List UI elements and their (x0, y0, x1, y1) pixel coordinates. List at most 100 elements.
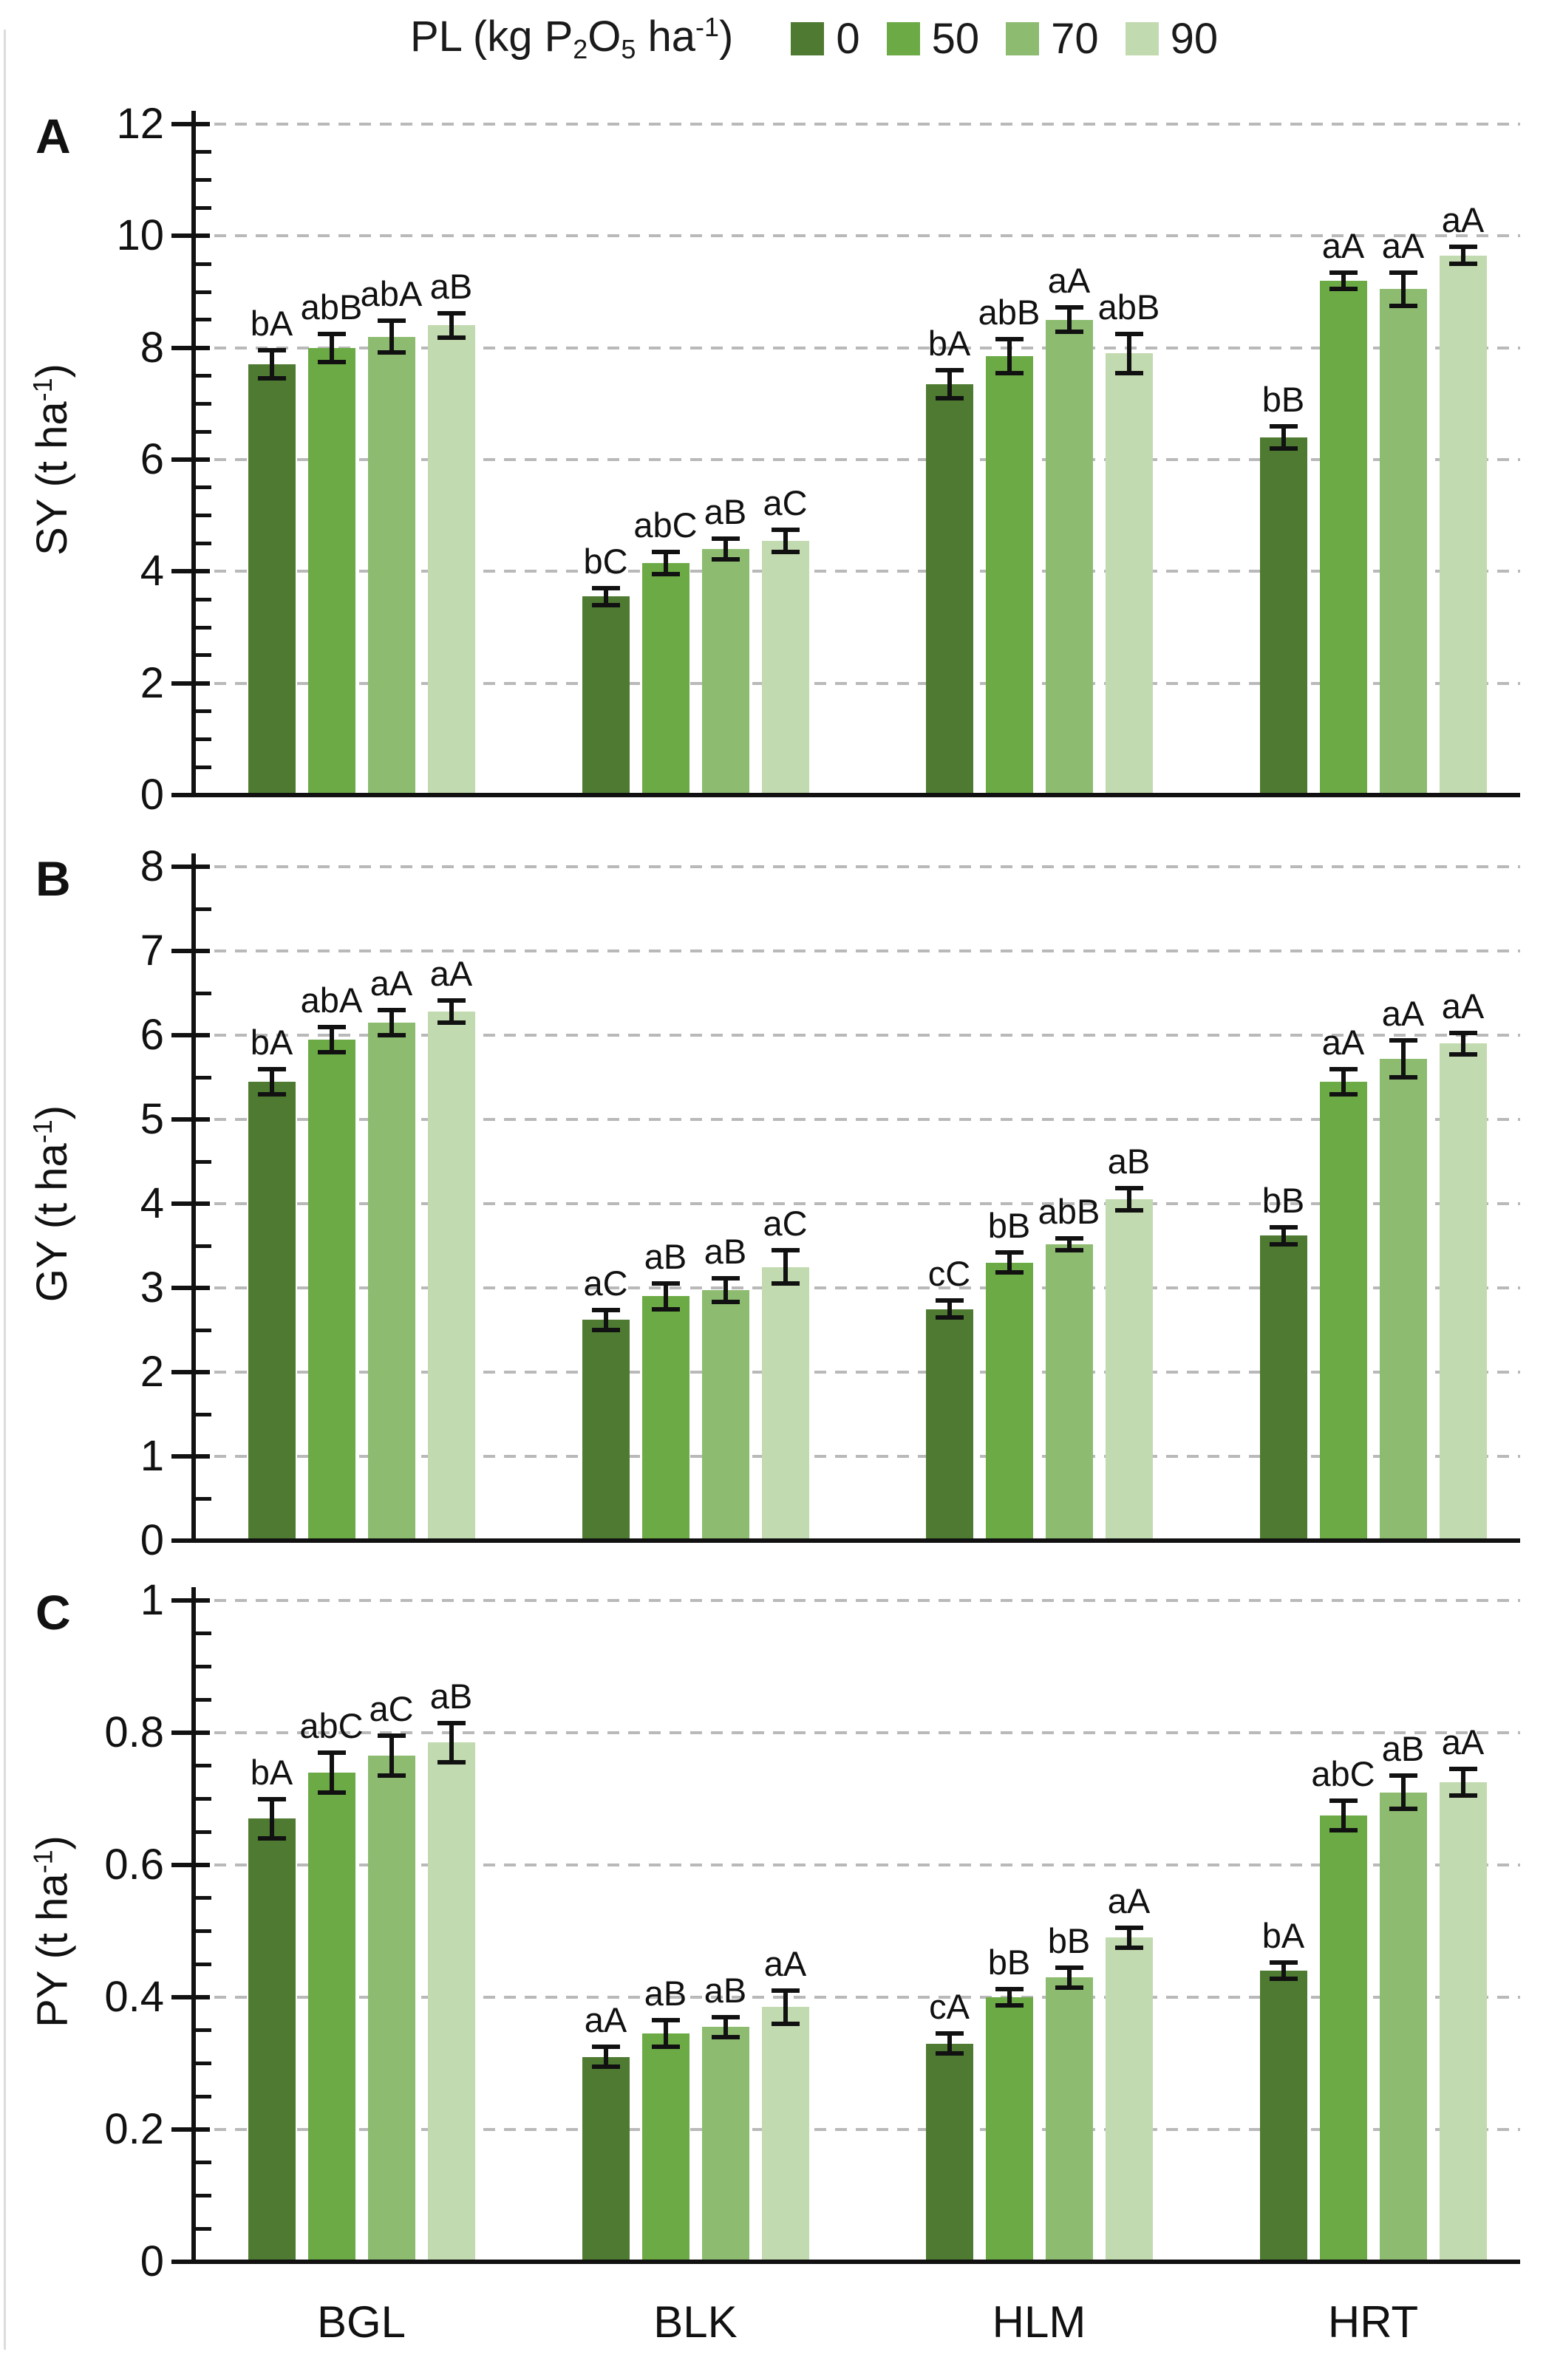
y-major-tick (171, 1863, 210, 1867)
y-minor-tick (194, 485, 211, 490)
error-bar-cap-top (1329, 270, 1358, 275)
sig-label: aB (644, 1237, 687, 1277)
y-tick-label: 4 (140, 547, 164, 596)
bar-BGL-70 (367, 1756, 415, 2262)
error-bar-cap-bottom (1114, 1208, 1143, 1213)
error-bar-cap-top (1448, 1030, 1477, 1035)
error-bar-line (1341, 1068, 1346, 1094)
error-bar-cap-top (257, 1796, 286, 1801)
error-bar-cap-bottom (935, 1315, 964, 1320)
y-major-tick (171, 345, 210, 350)
error-bar-cap-bottom (1389, 1806, 1417, 1811)
error-bar-cap-top (257, 348, 286, 353)
error-bar-line (1066, 307, 1072, 333)
bar-HLM-90 (1105, 1199, 1153, 1541)
y-minor-tick (194, 1244, 211, 1248)
error-bar-line (449, 1722, 454, 1763)
gridline (194, 1034, 1520, 1037)
x-category-label-BLK: BLK (653, 2297, 738, 2347)
y-minor-tick (194, 2194, 211, 2197)
gridline (194, 949, 1520, 952)
error-bar-cap-top (935, 367, 964, 372)
y-minor-tick (194, 206, 211, 210)
error-bar-line (449, 1000, 454, 1023)
y-minor-tick (194, 542, 211, 545)
error-bar-cap-bottom (1389, 1075, 1417, 1080)
y-tick-label: 0 (140, 2237, 164, 2285)
error-bar-cap-bottom (437, 1760, 466, 1765)
gridline (194, 1202, 1520, 1205)
y-tick-label: 2 (140, 658, 164, 707)
error-bar-cap-top (317, 1750, 346, 1755)
bar-HRT-90 (1439, 1782, 1487, 2262)
error-bar-line (1126, 1188, 1131, 1211)
y-minor-tick (194, 1962, 211, 1966)
y-axis-line (191, 1587, 196, 2262)
error-bar-line (603, 2047, 608, 2067)
y-major-tick (171, 1370, 210, 1374)
sig-label: aA (1441, 1722, 1485, 1762)
sig-label: aB (704, 1232, 747, 1272)
error-bar-line (1400, 272, 1406, 306)
y-minor-tick (194, 178, 211, 183)
error-bar-cap-top (651, 549, 680, 554)
sig-label: aC (369, 1689, 414, 1729)
error-bar-cap-bottom (591, 602, 620, 607)
error-bar-line (389, 321, 394, 352)
error-bar-cap-bottom (257, 376, 286, 381)
y-minor-tick (194, 1665, 211, 1668)
text-segment: -1 (695, 12, 720, 43)
error-bar-cap-bottom (377, 1773, 406, 1779)
sig-label: aC (583, 1263, 628, 1303)
sig-label: aA (763, 1944, 807, 1984)
error-bar-cap-top (1329, 1798, 1358, 1804)
bar-HRT-50 (1319, 1815, 1367, 2262)
bar-BLK-90 (761, 540, 809, 795)
bar-BLK-0 (582, 2056, 630, 2262)
sig-label: cA (929, 1987, 970, 2027)
y-minor-tick (194, 374, 211, 378)
error-bar-cap-top (591, 1307, 620, 1312)
y-minor-tick (194, 2094, 211, 2098)
error-bar-cap-bottom (1114, 1945, 1143, 1950)
gridline (194, 458, 1520, 461)
y-minor-tick (194, 262, 211, 266)
sig-label: aA (429, 954, 473, 994)
y-minor-tick (194, 318, 211, 322)
y-minor-tick (194, 1496, 211, 1501)
error-bar-line (389, 1009, 394, 1035)
error-bar-line (663, 551, 668, 575)
error-bar-cap-bottom (651, 572, 680, 577)
error-bar-line (663, 1283, 668, 1309)
sig-label: bA (927, 323, 971, 363)
y-major-tick (171, 1995, 210, 1999)
sig-label: aB (704, 492, 747, 532)
gridline (194, 865, 1520, 868)
sig-label: abB (300, 287, 363, 327)
gridline (194, 2128, 1520, 2131)
bar-HLM-70 (1045, 1977, 1093, 2262)
text-segment: -1 (27, 378, 58, 402)
gridline (194, 681, 1520, 685)
error-bar-cap-top (711, 2014, 740, 2019)
error-bar-line (1007, 1989, 1012, 2005)
y-minor-tick (194, 1631, 211, 1636)
error-bar-cap-bottom (995, 1270, 1024, 1275)
error-bar-line (389, 1736, 394, 1776)
error-bar-line (783, 1249, 788, 1284)
error-bar-cap-top (1389, 270, 1417, 275)
bar-BGL-0 (248, 1818, 296, 2262)
gridline (194, 1599, 1520, 1602)
y-tick-label: 12 (116, 100, 164, 148)
error-bar-cap-top (711, 1276, 740, 1281)
bar-BGL-90 (427, 1012, 475, 1541)
bar-BGL-50 (307, 1039, 355, 1541)
error-bar-cap-bottom (1329, 1827, 1358, 1832)
error-bar-cap-top (591, 2045, 620, 2050)
y-major-tick (171, 457, 210, 462)
bar-HLM-50 (985, 1997, 1033, 2262)
y-minor-tick (194, 1896, 211, 1900)
sig-label: aA (370, 963, 413, 1003)
y-tick-label: 5 (140, 1095, 164, 1143)
error-bar-line (1400, 1040, 1406, 1077)
